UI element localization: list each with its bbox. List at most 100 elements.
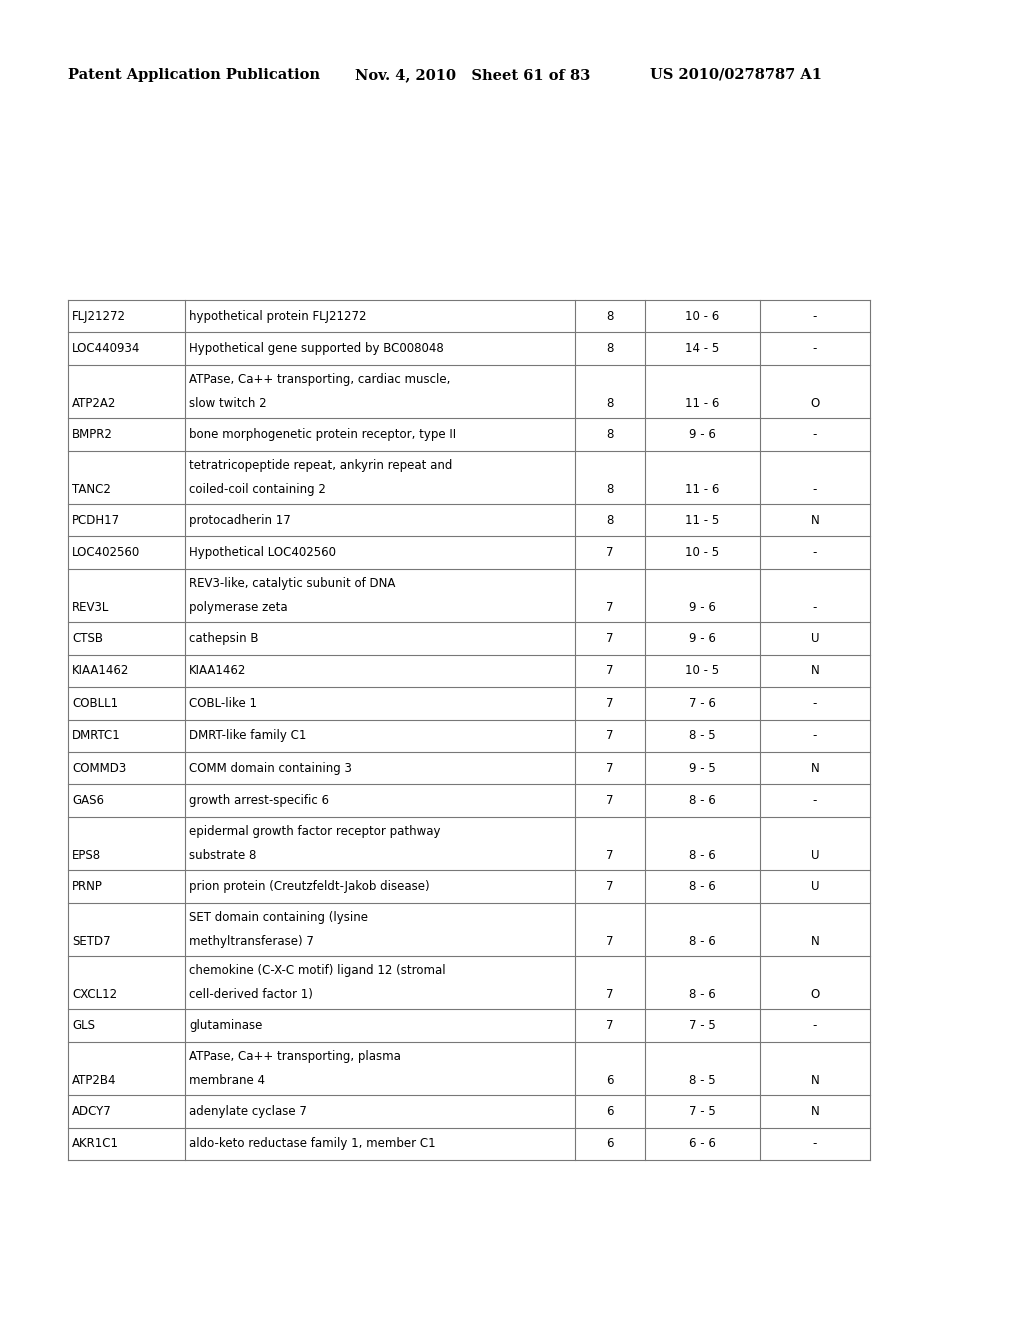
Text: chemokine (C-X-C motif) ligand 12 (stromal: chemokine (C-X-C motif) ligand 12 (strom…: [189, 965, 445, 977]
Text: -: -: [813, 428, 817, 441]
Text: prion protein (Creutzfeldt-Jakob disease): prion protein (Creutzfeldt-Jakob disease…: [189, 880, 430, 892]
Text: LOC440934: LOC440934: [72, 342, 140, 355]
Text: 7: 7: [606, 601, 613, 614]
Text: 10 - 6: 10 - 6: [685, 310, 720, 322]
Text: 8: 8: [606, 342, 613, 355]
Text: 11 - 6: 11 - 6: [685, 483, 720, 495]
Text: cell-derived factor 1): cell-derived factor 1): [189, 987, 313, 1001]
Text: 6 - 6: 6 - 6: [689, 1138, 716, 1150]
Text: N: N: [811, 513, 819, 527]
Text: 7: 7: [606, 664, 613, 677]
Text: methyltransferase) 7: methyltransferase) 7: [189, 935, 314, 948]
Text: N: N: [811, 1073, 819, 1086]
Text: 8 - 5: 8 - 5: [689, 729, 716, 742]
Text: -: -: [813, 310, 817, 322]
Text: -: -: [813, 546, 817, 560]
Text: N: N: [811, 664, 819, 677]
Text: O: O: [810, 987, 819, 1001]
Text: 8 - 6: 8 - 6: [689, 987, 716, 1001]
Text: CTSB: CTSB: [72, 632, 103, 645]
Text: ATP2A2: ATP2A2: [72, 397, 117, 409]
Text: hypothetical protein FLJ21272: hypothetical protein FLJ21272: [189, 310, 367, 322]
Text: GLS: GLS: [72, 1019, 95, 1032]
Text: -: -: [813, 697, 817, 710]
Text: 9 - 5: 9 - 5: [689, 762, 716, 775]
Text: US 2010/0278787 A1: US 2010/0278787 A1: [650, 69, 822, 82]
Text: membrane 4: membrane 4: [189, 1073, 265, 1086]
Text: 7: 7: [606, 762, 613, 775]
Text: 7: 7: [606, 935, 613, 948]
Text: N: N: [811, 762, 819, 775]
Text: glutaminase: glutaminase: [189, 1019, 262, 1032]
Text: 14 - 5: 14 - 5: [685, 342, 720, 355]
Text: 6: 6: [606, 1073, 613, 1086]
Text: 11 - 6: 11 - 6: [685, 397, 720, 409]
Text: protocadherin 17: protocadherin 17: [189, 513, 291, 527]
Text: ADCY7: ADCY7: [72, 1105, 112, 1118]
Text: COMMD3: COMMD3: [72, 762, 126, 775]
Text: DMRTC1: DMRTC1: [72, 729, 121, 742]
Text: 7 - 5: 7 - 5: [689, 1105, 716, 1118]
Text: -: -: [813, 795, 817, 808]
Text: GAS6: GAS6: [72, 795, 104, 808]
Text: U: U: [811, 880, 819, 892]
Text: 8 - 6: 8 - 6: [689, 795, 716, 808]
Text: LOC402560: LOC402560: [72, 546, 140, 560]
Text: Nov. 4, 2010   Sheet 61 of 83: Nov. 4, 2010 Sheet 61 of 83: [355, 69, 590, 82]
Text: 7 - 6: 7 - 6: [689, 697, 716, 710]
Text: 10 - 5: 10 - 5: [685, 546, 720, 560]
Text: aldo-keto reductase family 1, member C1: aldo-keto reductase family 1, member C1: [189, 1138, 435, 1150]
Text: 6: 6: [606, 1138, 613, 1150]
Text: -: -: [813, 1019, 817, 1032]
Text: O: O: [810, 397, 819, 409]
Text: 11 - 5: 11 - 5: [685, 513, 720, 527]
Text: 8 - 5: 8 - 5: [689, 1073, 716, 1086]
Text: polymerase zeta: polymerase zeta: [189, 601, 288, 614]
Text: Hypothetical gene supported by BC008048: Hypothetical gene supported by BC008048: [189, 342, 443, 355]
Text: -: -: [813, 1138, 817, 1150]
Text: SETD7: SETD7: [72, 935, 111, 948]
Text: 7: 7: [606, 1019, 613, 1032]
Text: Patent Application Publication: Patent Application Publication: [68, 69, 319, 82]
Text: 8: 8: [606, 428, 613, 441]
Text: bone morphogenetic protein receptor, type II: bone morphogenetic protein receptor, typ…: [189, 428, 456, 441]
Text: KIAA1462: KIAA1462: [72, 664, 129, 677]
Text: -: -: [813, 729, 817, 742]
Text: REV3L: REV3L: [72, 601, 110, 614]
Text: ATP2B4: ATP2B4: [72, 1073, 117, 1086]
Text: 9 - 6: 9 - 6: [689, 632, 716, 645]
Text: -: -: [813, 601, 817, 614]
Text: 7: 7: [606, 632, 613, 645]
Text: U: U: [811, 632, 819, 645]
Text: N: N: [811, 935, 819, 948]
Text: coiled-coil containing 2: coiled-coil containing 2: [189, 483, 326, 495]
Text: 9 - 6: 9 - 6: [689, 601, 716, 614]
Text: ATPase, Ca++ transporting, plasma: ATPase, Ca++ transporting, plasma: [189, 1051, 400, 1063]
Text: 8: 8: [606, 483, 613, 495]
Text: 6: 6: [606, 1105, 613, 1118]
Text: 7: 7: [606, 546, 613, 560]
Text: FLJ21272: FLJ21272: [72, 310, 126, 322]
Text: EPS8: EPS8: [72, 849, 101, 862]
Text: 7: 7: [606, 849, 613, 862]
Text: 7 - 5: 7 - 5: [689, 1019, 716, 1032]
Text: substrate 8: substrate 8: [189, 849, 256, 862]
Text: tetratricopeptide repeat, ankyrin repeat and: tetratricopeptide repeat, ankyrin repeat…: [189, 459, 453, 473]
Text: PCDH17: PCDH17: [72, 513, 120, 527]
Text: N: N: [811, 1105, 819, 1118]
Text: 8 - 6: 8 - 6: [689, 935, 716, 948]
Text: COBL-like 1: COBL-like 1: [189, 697, 257, 710]
Text: DMRT-like family C1: DMRT-like family C1: [189, 729, 306, 742]
Text: 7: 7: [606, 795, 613, 808]
Text: CXCL12: CXCL12: [72, 987, 117, 1001]
Text: epidermal growth factor receptor pathway: epidermal growth factor receptor pathway: [189, 825, 440, 838]
Text: KIAA1462: KIAA1462: [189, 664, 247, 677]
Text: AKR1C1: AKR1C1: [72, 1138, 119, 1150]
Text: 8 - 6: 8 - 6: [689, 849, 716, 862]
Text: -: -: [813, 342, 817, 355]
Text: -: -: [813, 483, 817, 495]
Text: 7: 7: [606, 987, 613, 1001]
Text: 7: 7: [606, 729, 613, 742]
Text: ATPase, Ca++ transporting, cardiac muscle,: ATPase, Ca++ transporting, cardiac muscl…: [189, 374, 451, 387]
Text: 7: 7: [606, 880, 613, 892]
